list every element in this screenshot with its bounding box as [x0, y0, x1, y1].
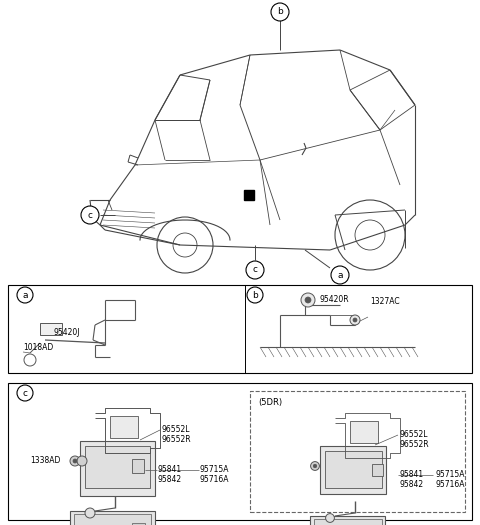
- Circle shape: [73, 459, 77, 463]
- Bar: [8, 285, 472, 373]
- Bar: [132, 523, 145, 525]
- Bar: [350, 421, 378, 443]
- Text: 95420R: 95420R: [320, 295, 349, 304]
- Text: 95715A: 95715A: [200, 465, 229, 474]
- Circle shape: [311, 461, 319, 470]
- Circle shape: [246, 261, 264, 279]
- Text: b: b: [277, 7, 283, 16]
- Bar: [310, 516, 385, 525]
- Circle shape: [81, 206, 99, 224]
- Text: 1327AC: 1327AC: [370, 297, 400, 306]
- Text: 95842: 95842: [400, 480, 424, 489]
- Bar: [74, 514, 151, 525]
- Text: a: a: [337, 270, 343, 279]
- Bar: [244, 190, 254, 200]
- Text: 95420J: 95420J: [53, 328, 80, 337]
- Circle shape: [331, 266, 349, 284]
- Circle shape: [325, 513, 335, 522]
- Text: c: c: [252, 266, 257, 275]
- Text: a: a: [22, 290, 28, 299]
- Text: 1338AD: 1338AD: [30, 456, 60, 465]
- Circle shape: [70, 456, 80, 466]
- Bar: [314, 519, 382, 525]
- Circle shape: [350, 315, 360, 325]
- Text: 95715A: 95715A: [435, 470, 465, 479]
- Circle shape: [353, 318, 357, 322]
- Text: (5DR): (5DR): [258, 398, 282, 407]
- Circle shape: [17, 385, 33, 401]
- Bar: [110, 416, 138, 438]
- Text: c: c: [23, 388, 27, 397]
- Text: 95841: 95841: [158, 465, 182, 474]
- Text: 95842: 95842: [158, 475, 182, 484]
- Bar: [320, 446, 386, 495]
- Bar: [70, 511, 155, 525]
- Bar: [372, 464, 383, 476]
- Circle shape: [85, 508, 95, 518]
- Bar: [8, 383, 472, 520]
- Bar: [250, 391, 465, 512]
- Text: c: c: [87, 211, 93, 219]
- Circle shape: [305, 297, 311, 303]
- Bar: [80, 441, 155, 496]
- Bar: [325, 451, 382, 488]
- Text: b: b: [252, 290, 258, 299]
- Text: 96552L: 96552L: [400, 430, 429, 439]
- Circle shape: [77, 456, 87, 466]
- Text: 96552R: 96552R: [400, 440, 430, 449]
- Circle shape: [247, 287, 263, 303]
- Text: 1018AD: 1018AD: [23, 343, 53, 352]
- Circle shape: [17, 287, 33, 303]
- Bar: [40, 323, 62, 335]
- Text: 96552R: 96552R: [162, 435, 192, 444]
- Text: 95841: 95841: [400, 470, 424, 479]
- Text: 95716A: 95716A: [200, 475, 229, 484]
- Bar: [85, 446, 150, 488]
- Circle shape: [301, 293, 315, 307]
- Text: 96552L: 96552L: [162, 425, 191, 434]
- Circle shape: [313, 464, 317, 468]
- Bar: [132, 459, 144, 473]
- Text: 95716A: 95716A: [435, 480, 465, 489]
- Circle shape: [271, 3, 289, 21]
